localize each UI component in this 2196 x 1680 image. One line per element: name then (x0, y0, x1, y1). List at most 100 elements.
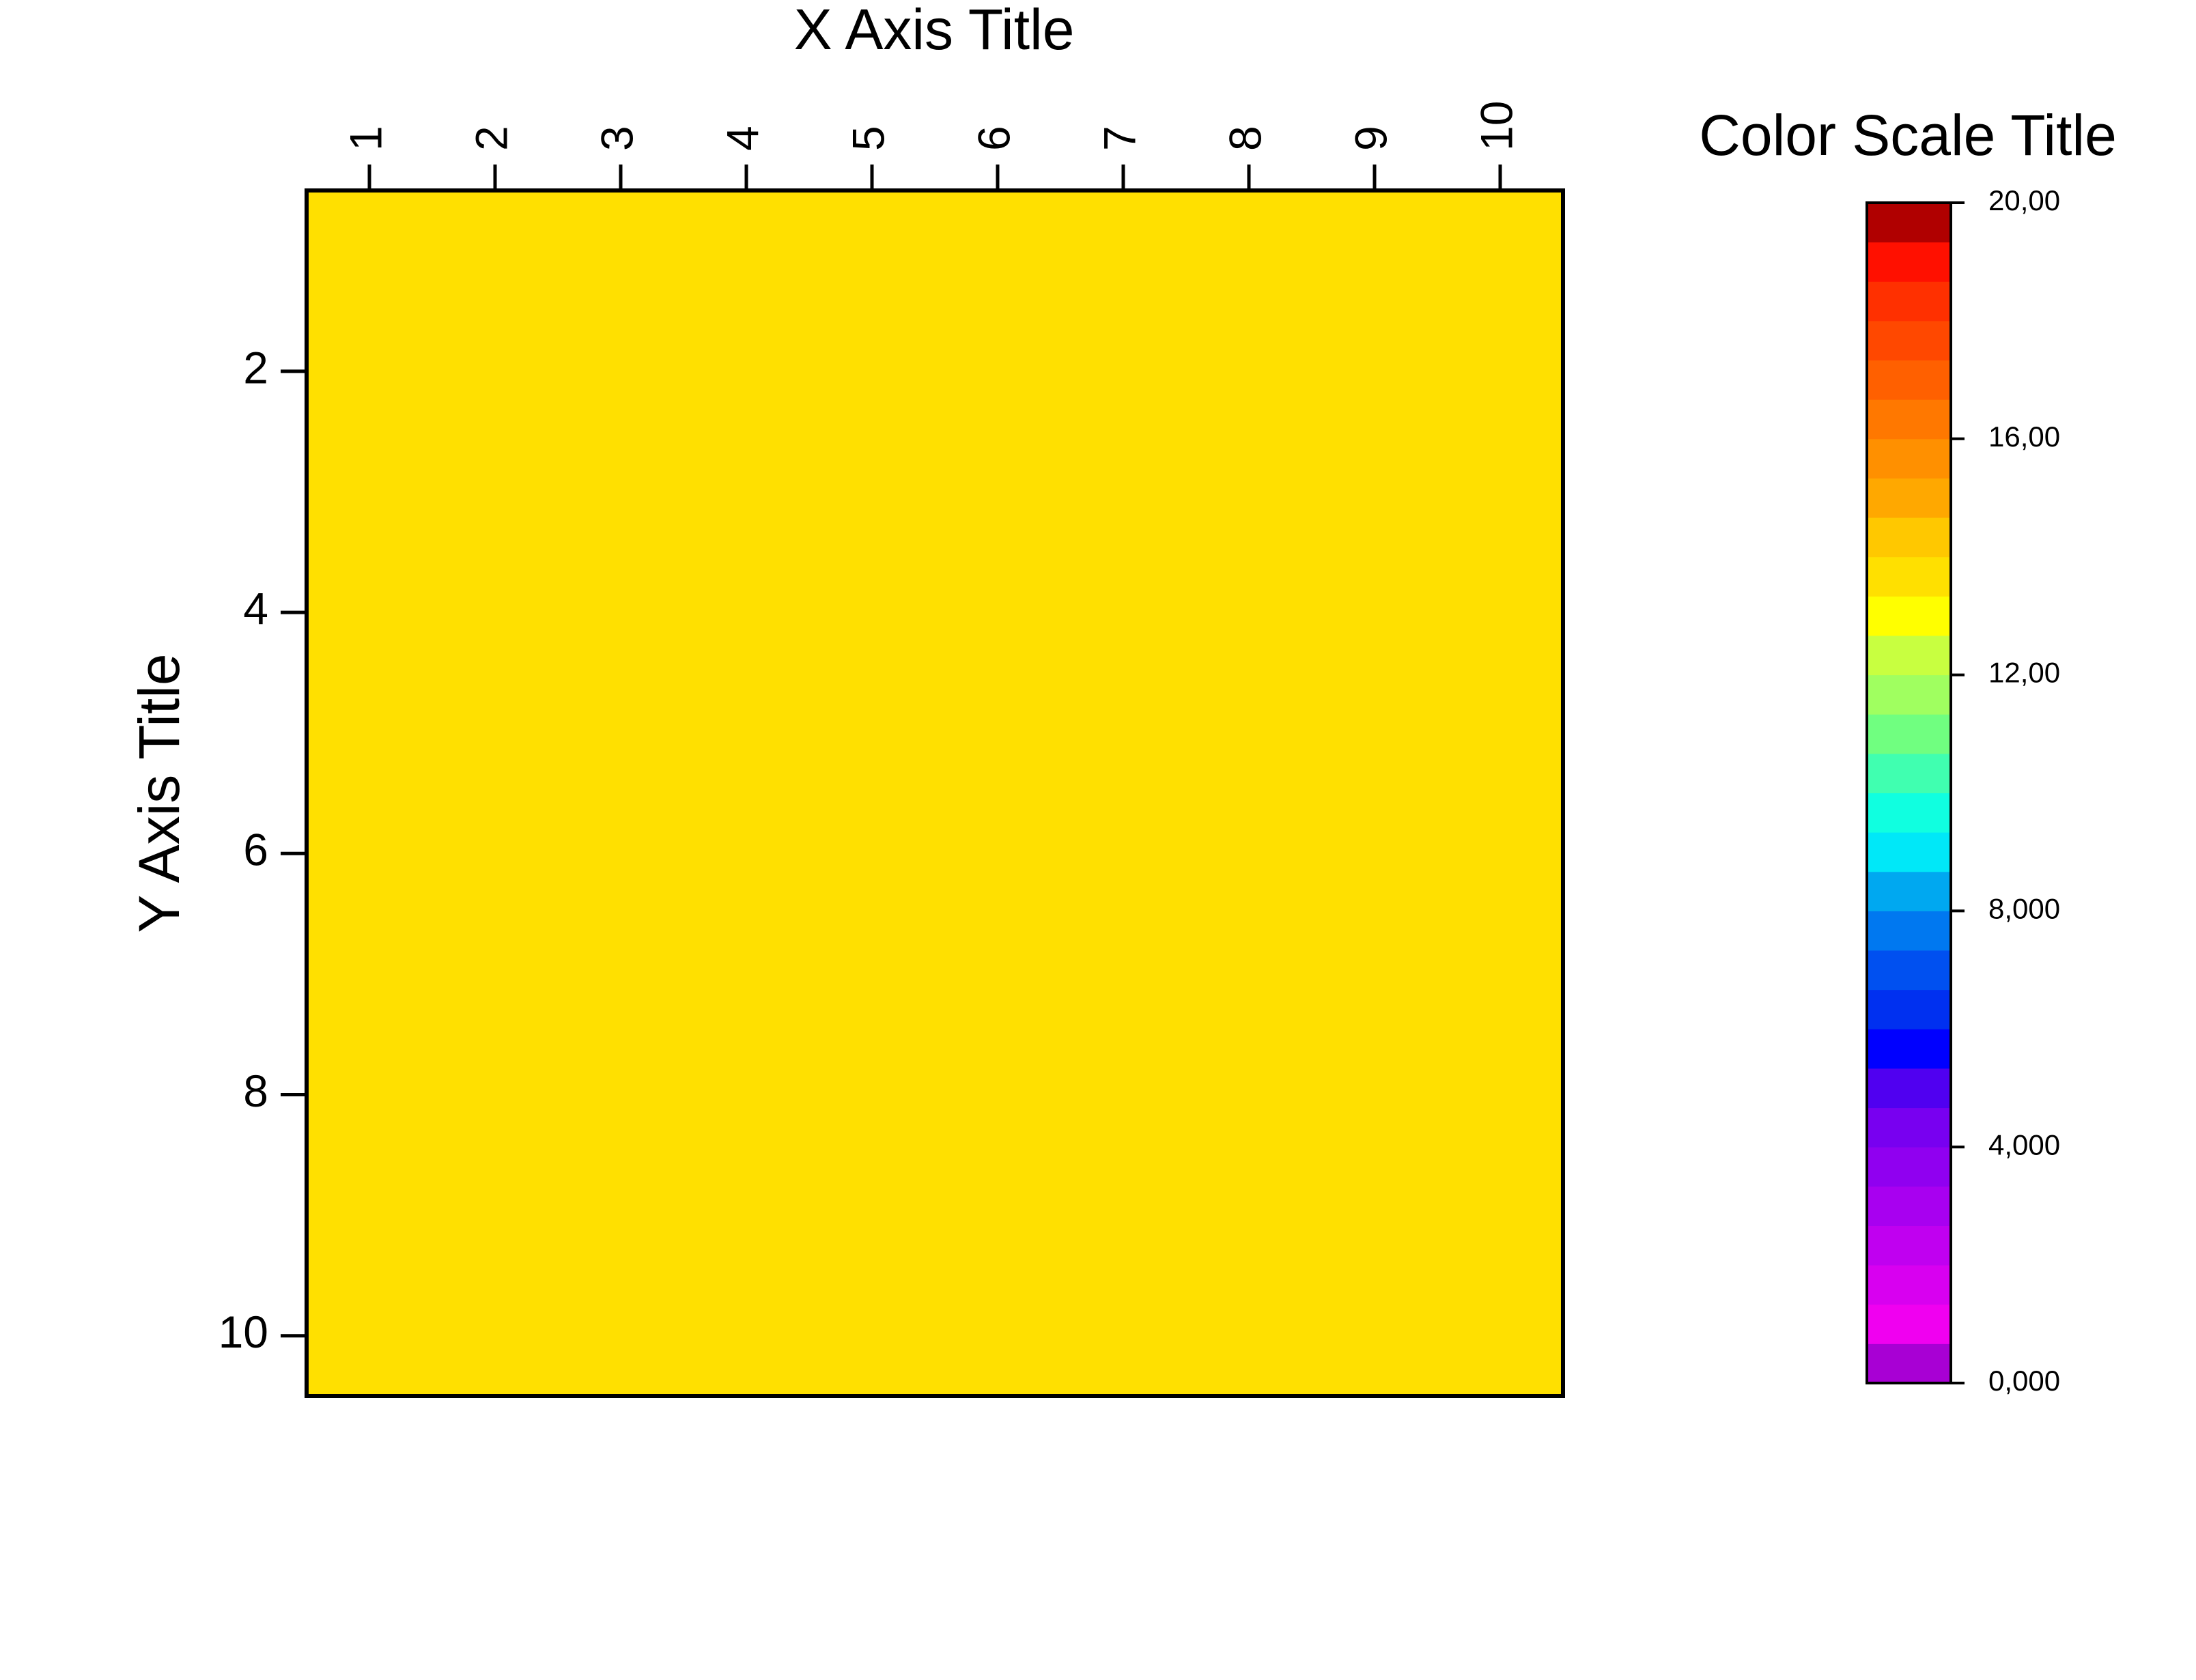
heatmap-cell (1312, 431, 1438, 553)
x-tick-label: 10 (1471, 101, 1521, 151)
heatmap-cell (1312, 552, 1438, 673)
heatmap-cell (809, 431, 935, 553)
colorbar-band (1867, 674, 1951, 715)
heatmap-cell (307, 793, 433, 915)
colorbar-band (1867, 478, 1951, 518)
heatmap-cell (1312, 1154, 1438, 1276)
heatmap-cell (432, 190, 559, 312)
x-tick-label: 5 (843, 126, 893, 151)
axes: 1 2 3 4 5 6 7 8 9 10 2 4 6 8 10 (219, 101, 1565, 1398)
colorbar-band (1867, 320, 1951, 361)
heatmap-cell (1437, 1154, 1564, 1276)
colorbar-tick-label: 16,00 (1988, 421, 2060, 453)
heatmap-cell (935, 1154, 1061, 1276)
heatmap-cell (432, 793, 559, 915)
colorbar-tick-label: 20,00 (1988, 184, 2060, 216)
heatmap-cell (809, 1275, 935, 1397)
heatmap-cell (1186, 1034, 1312, 1156)
colorbar-band (1867, 635, 1951, 676)
colorbar: 0,000 4,000 8,000 12,00 16,00 20,00 (1866, 184, 2060, 1397)
heatmap-cell (1437, 793, 1564, 915)
heatmap-cell (1312, 672, 1438, 794)
heatmap-cell (1060, 552, 1187, 673)
colorbar-tick-label: 8,000 (1988, 892, 2060, 924)
heatmap-cell (432, 311, 559, 432)
heatmap-cell (1060, 1154, 1187, 1276)
heatmap-cell (558, 552, 684, 673)
y-tick-label: 6 (243, 825, 268, 875)
heatmap-cell (1312, 311, 1438, 432)
colorbar-band (1867, 950, 1951, 991)
heatmap-cell (1060, 1034, 1187, 1156)
y-axis-title: Y Axis Title (127, 653, 191, 932)
colorbar-band (1867, 1186, 1951, 1226)
heatmap-cell (558, 793, 684, 915)
colorbar-band (1867, 203, 1951, 243)
heatmap-cell (558, 431, 684, 553)
colorbar-band (1867, 1343, 1951, 1384)
heatmap-cell (1437, 552, 1564, 673)
colorbar-band (1867, 714, 1951, 754)
heatmap-cell (1060, 672, 1187, 794)
heatmap-cell (1060, 913, 1187, 1035)
colorbar-band (1867, 1029, 1951, 1069)
heatmap-cell (809, 552, 935, 673)
heatmap-cell (684, 793, 810, 915)
heatmap-cell (935, 190, 1061, 312)
heatmap-cell (935, 793, 1061, 915)
heatmap-cell (307, 552, 433, 673)
heatmap-cell (558, 190, 684, 312)
heatmap-cell (307, 672, 433, 794)
y-tick-label: 4 (243, 584, 268, 634)
colorbar-band (1867, 281, 1951, 322)
x-tick-label: 2 (466, 126, 516, 151)
heatmap-cell (935, 672, 1061, 794)
x-tick-label: 7 (1094, 126, 1144, 151)
heatmap-cell (1312, 1275, 1438, 1397)
heatmap-cell (684, 311, 810, 432)
heatmap-cell (1437, 672, 1564, 794)
heatmap-cell (935, 552, 1061, 673)
heatmap-cell (1186, 431, 1312, 553)
heatmap-cell (684, 1275, 810, 1397)
colorbar-band (1867, 1147, 1951, 1187)
heatmap-cell (1060, 190, 1187, 312)
heatmap-cell (935, 431, 1061, 553)
heatmap-cell (307, 913, 433, 1035)
heatmap-cell (307, 1034, 433, 1156)
heatmap-cell (1186, 311, 1312, 432)
x-axis-title: X Axis Title (794, 0, 1075, 61)
colorbar-band (1867, 1225, 1951, 1266)
heatmap-cell (1437, 190, 1564, 312)
heatmap-cell (935, 1034, 1061, 1156)
heatmap-cell (684, 672, 810, 794)
colorbar-band (1867, 871, 1951, 911)
colorbar-band (1867, 556, 1951, 597)
heatmap-cell (307, 311, 433, 432)
x-tick-label: 1 (340, 126, 391, 151)
colorbar-band (1867, 989, 1951, 1029)
heatmap-cell (1312, 793, 1438, 915)
heatmap-cell (809, 793, 935, 915)
heatmap-cell (432, 672, 559, 794)
heatmap-cell (1437, 431, 1564, 553)
heatmap-cell (307, 431, 433, 553)
y-tick-label: 10 (219, 1307, 268, 1357)
colorbar-tick-label: 0,000 (1988, 1365, 2060, 1397)
heatmap-cell (558, 1034, 684, 1156)
colorbar-band (1867, 360, 1951, 400)
x-tick-label: 8 (1220, 126, 1270, 151)
heatmap-cell (307, 190, 433, 312)
heatmap-cell (432, 1034, 559, 1156)
colorbar-band (1867, 242, 1951, 282)
y-tick-label: 8 (243, 1066, 268, 1116)
heatmap-cell (1186, 913, 1312, 1035)
heatmap-cell (935, 913, 1061, 1035)
heatmap-cell (809, 1154, 935, 1276)
heatmap-cell (935, 1275, 1061, 1397)
colorbar-band (1867, 438, 1951, 479)
x-tick-label: 4 (717, 126, 768, 151)
heatmap-cell (432, 431, 559, 553)
heatmap-cell (684, 190, 810, 312)
